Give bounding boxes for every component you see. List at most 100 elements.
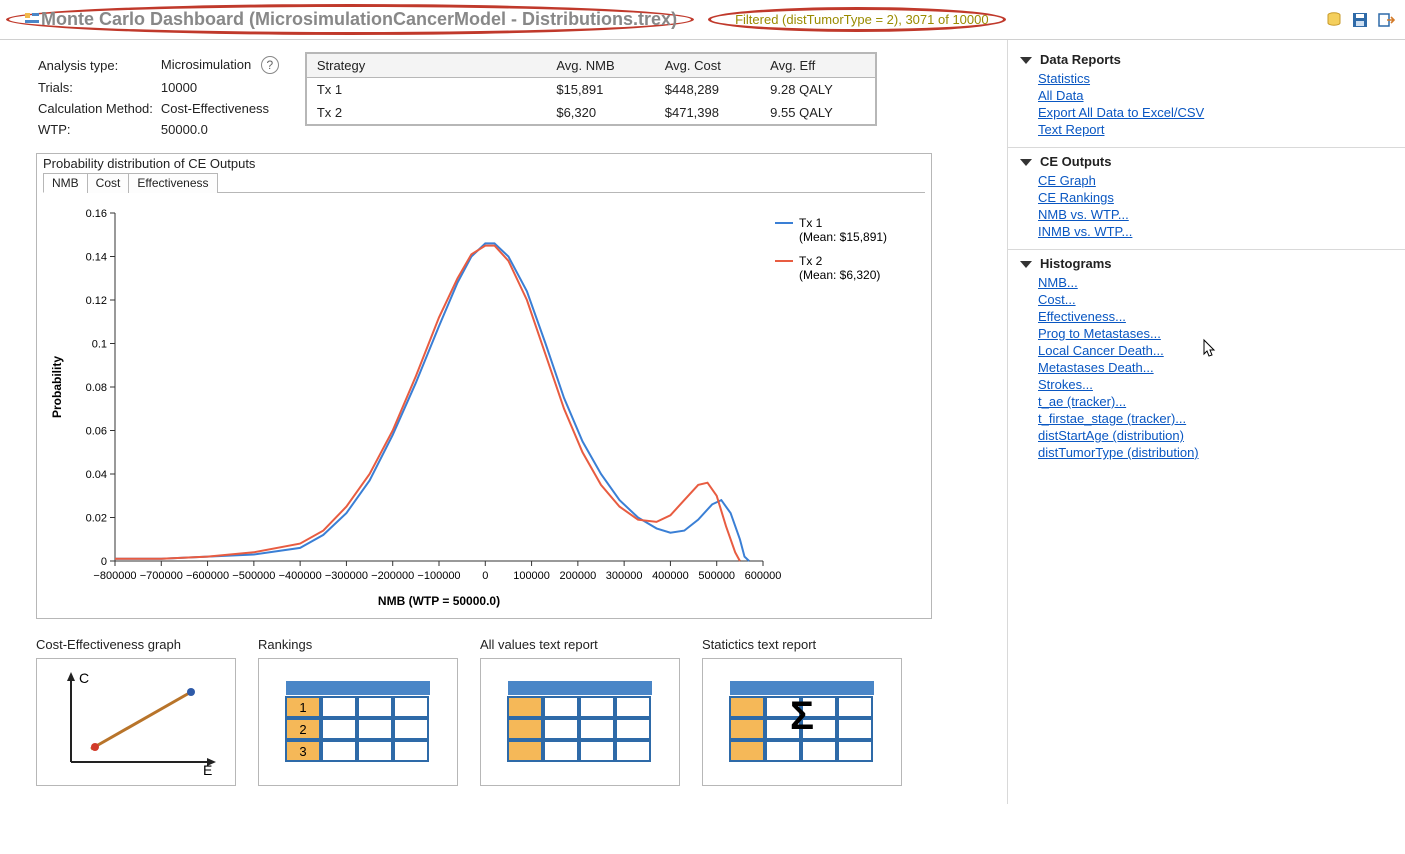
svg-text:−100000: −100000 <box>417 570 460 582</box>
sidebar: Data Reports Statistics All Data Export All… <box>1007 40 1405 804</box>
svg-text:−700000: −700000 <box>140 570 183 582</box>
sidebar-link[interactable]: INMB vs. WTP... <box>1038 224 1132 239</box>
svg-text:−300000: −300000 <box>325 570 368 582</box>
svg-text:Tx 2: Tx 2 <box>799 254 823 268</box>
sidebar-section-ce-outputs: CE Outputs CE Graph CE Rankings NMB vs. WTP… <box>1008 148 1405 250</box>
svg-text:0.1: 0.1 <box>92 339 107 351</box>
wtp-label: WTP: <box>38 120 159 139</box>
svg-text:NMB (WTP = 50000.0): NMB (WTP = 50000.0) <box>378 594 500 608</box>
trials-value: 10000 <box>161 78 285 97</box>
tab-effectiveness[interactable]: Effectiveness <box>128 173 217 193</box>
thumbnail-rank_table[interactable]: Rankings 1 2 3 <box>258 637 458 786</box>
sidebar-section-data-reports: Data Reports Statistics All Data Export All… <box>1008 46 1405 148</box>
sidebar-link[interactable]: Metastases Death... <box>1038 360 1154 375</box>
table-cell: $448,289 <box>655 78 760 102</box>
analysis-info-table: Analysis type: Microsimulation ? Trials:… <box>36 52 287 141</box>
table-cell: $471,398 <box>655 101 760 125</box>
sidebar-link[interactable]: Export All Data to Excel/CSV <box>1038 105 1204 120</box>
sidebar-section-header[interactable]: Data Reports <box>1020 52 1393 67</box>
sidebar-link[interactable]: Local Cancer Death... <box>1038 343 1164 358</box>
svg-text:−600000: −600000 <box>186 570 229 582</box>
title-annotation-circle: Monte Carlo Dashboard (MicrosimulationCa… <box>6 4 694 35</box>
svg-text:500000: 500000 <box>698 570 735 582</box>
trials-label: Trials: <box>38 78 159 97</box>
table-row[interactable]: Tx 1$15,891$448,2899.28 QALY <box>306 78 875 102</box>
sidebar-link[interactable]: CE Graph <box>1038 173 1096 188</box>
chart-panel: Probability distribution of CE Outputs N… <box>36 153 932 619</box>
svg-text:C: C <box>79 670 89 686</box>
chart-canvas: 00.020.040.060.080.10.120.140.16−800000−… <box>37 193 931 618</box>
thumbnail-ce_scatter[interactable]: Cost-Effectiveness graph C E <box>36 637 236 786</box>
chart-tabs: NMBCostEffectiveness <box>43 173 925 193</box>
sidebar-link[interactable]: Statistics <box>1038 71 1090 86</box>
chevron-down-icon <box>1020 256 1034 271</box>
thumbnail-title: Rankings <box>258 637 458 652</box>
sidebar-link[interactable]: NMB vs. WTP... <box>1038 207 1129 222</box>
svg-text:0.08: 0.08 <box>86 382 107 394</box>
sidebar-link[interactable]: Effectiveness... <box>1038 309 1126 324</box>
analysis-type-value: Microsimulation <box>161 57 251 72</box>
svg-text:0.06: 0.06 <box>86 426 107 438</box>
svg-text:−800000: −800000 <box>93 570 136 582</box>
table-cell: Tx 1 <box>306 78 546 102</box>
svg-text:0.16: 0.16 <box>86 208 107 220</box>
database-icon[interactable] <box>1325 11 1343 29</box>
filter-annotation-circle: Filtered (distTumorType = 2), 3071 of 10… <box>708 7 1006 32</box>
svg-text:Tx 1: Tx 1 <box>799 216 823 230</box>
tab-cost[interactable]: Cost <box>87 173 130 193</box>
table-cell: Tx 2 <box>306 101 546 125</box>
svg-text:0.02: 0.02 <box>86 513 107 525</box>
sidebar-link[interactable]: Strokes... <box>1038 377 1093 392</box>
sidebar-link[interactable]: Text Report <box>1038 122 1104 137</box>
svg-text:2: 2 <box>299 722 306 737</box>
svg-text:−200000: −200000 <box>371 570 414 582</box>
svg-text:E: E <box>203 762 212 777</box>
svg-text:0: 0 <box>482 570 488 582</box>
help-icon[interactable]: ? <box>261 56 279 74</box>
calc-method-value: Cost-Effectiveness <box>161 99 285 118</box>
sidebar-link[interactable]: CE Rankings <box>1038 190 1114 205</box>
sidebar-link[interactable]: t_ae (tracker)... <box>1038 394 1126 409</box>
save-icon[interactable] <box>1351 11 1369 29</box>
export-icon[interactable] <box>1377 11 1395 29</box>
tab-nmb[interactable]: NMB <box>43 173 88 193</box>
svg-text:1: 1 <box>299 700 306 715</box>
sidebar-link[interactable]: Cost... <box>1038 292 1076 307</box>
thumbnail-title: Cost-Effectiveness graph <box>36 637 236 652</box>
sidebar-link[interactable]: NMB... <box>1038 275 1078 290</box>
table-cell: 9.55 QALY <box>760 101 875 125</box>
thumbnail-preview: C E <box>36 658 236 786</box>
strategy-col-header: Strategy <box>306 54 546 78</box>
sidebar-link[interactable]: distStartAge (distribution) <box>1038 428 1184 443</box>
thumbnail-title: All values text report <box>480 637 680 652</box>
svg-text:−400000: −400000 <box>279 570 322 582</box>
strategy-table: StrategyAvg. NMBAvg. CostAvg. Eff Tx 1$1… <box>306 53 876 125</box>
strategy-col-header: Avg. Eff <box>760 54 875 78</box>
thumbnail-sigma_table[interactable]: Statictics text report Σ <box>702 637 902 786</box>
thumbnail-preview: Σ <box>702 658 902 786</box>
sidebar-section-header[interactable]: Histograms <box>1020 256 1393 271</box>
table-row[interactable]: Tx 2$6,320$471,3989.55 QALY <box>306 101 875 125</box>
sidebar-link[interactable]: t_firstae_stage (tracker)... <box>1038 411 1186 426</box>
svg-text:0.14: 0.14 <box>86 252 107 264</box>
thumbnail-preview <box>480 658 680 786</box>
thumbnail-plain_table[interactable]: All values text report <box>480 637 680 786</box>
sidebar-link[interactable]: All Data <box>1038 88 1084 103</box>
chart-panel-title: Probability distribution of CE Outputs <box>37 154 931 171</box>
svg-text:Probability: Probability <box>50 356 64 418</box>
svg-text:0.12: 0.12 <box>86 295 107 307</box>
svg-text:300000: 300000 <box>606 570 643 582</box>
svg-text:Σ: Σ <box>790 694 814 738</box>
title-bar: Monte Carlo Dashboard (MicrosimulationCa… <box>0 0 1405 40</box>
sidebar-section-header[interactable]: CE Outputs <box>1020 154 1393 169</box>
table-cell: $15,891 <box>546 78 654 102</box>
svg-text:0.04: 0.04 <box>86 469 107 481</box>
thumbnail-title: Statictics text report <box>702 637 902 652</box>
calc-method-label: Calculation Method: <box>38 99 159 118</box>
thumbnail-row: Cost-Effectiveness graph C E Rankings 1 2 3… <box>36 637 989 786</box>
cursor-pointer-icon <box>1198 338 1218 362</box>
sidebar-link[interactable]: Prog to Metastases... <box>1038 326 1161 341</box>
sidebar-link[interactable]: distTumorType (distribution) <box>1038 445 1199 460</box>
svg-text:200000: 200000 <box>559 570 596 582</box>
svg-text:3: 3 <box>299 744 306 759</box>
